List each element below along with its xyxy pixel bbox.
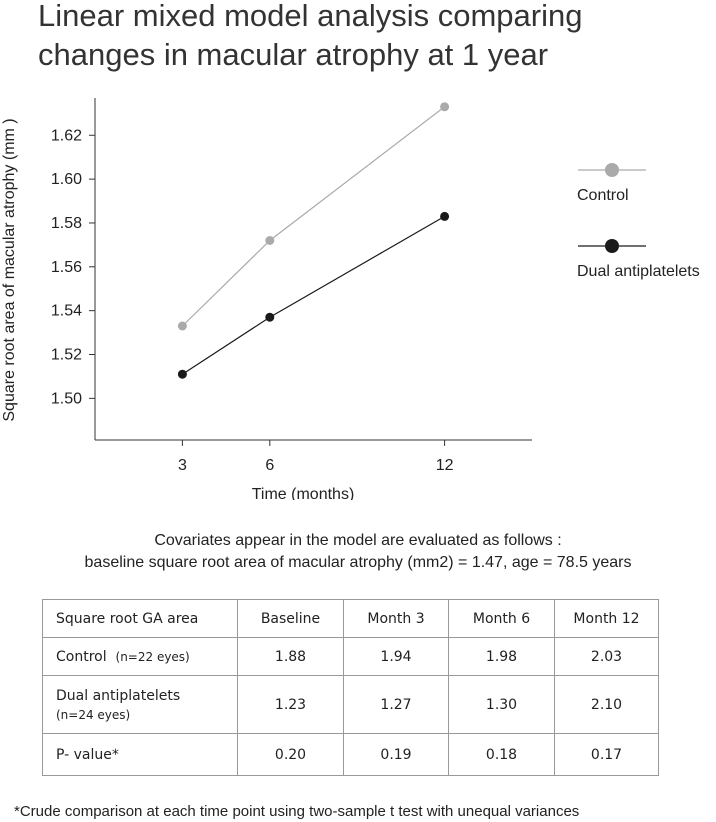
data-point: [177, 321, 187, 331]
legend: Control Dual antiplatelets: [577, 163, 700, 280]
data-point: [265, 236, 275, 245]
table-row: Dual antiplatelets (n=24 eyes) 1.23 1.27 …: [42, 675, 659, 734]
legend-marker: [605, 239, 619, 253]
series-group: [177, 102, 450, 379]
legend-marker: [605, 163, 619, 177]
y-tick-label: 1.52: [51, 347, 82, 364]
data-point: [440, 211, 450, 221]
row-label: Dual antiplatelets (n=24 eyes): [42, 675, 238, 734]
row-label-sub: (n=24 eyes): [56, 707, 131, 722]
chart-axes: [94, 98, 532, 441]
table-header: Month 3: [343, 599, 449, 638]
summary-table: Square root GA area Baseline Month 3 Mon…: [42, 599, 659, 776]
row-label: P- value*: [42, 733, 238, 776]
table-row: P- value* 0.20 0.19 0.18 0.17: [42, 733, 659, 776]
y-ticks: 1.50 1.52 1.54 1.56 1.58 1.60 1.62: [51, 127, 95, 407]
x-tick-label: 6: [265, 457, 274, 474]
y-tick-label: 1.62: [51, 127, 82, 144]
table-cell: 2.10: [554, 675, 659, 734]
table-header-row: Square root GA area Baseline Month 3 Mon…: [42, 599, 659, 638]
y-tick-label: 1.54: [51, 303, 82, 320]
y-tick-label: 1.58: [51, 215, 82, 232]
table-row: Control (n=22 eyes) 1.88 1.94 1.98 2.03: [42, 637, 659, 676]
y-axis-label: Square root area of macular atrophy (mm …: [1, 118, 18, 421]
table-cell: 1.94: [343, 637, 449, 676]
table-cell: 1.27: [343, 675, 449, 734]
legend-label: Dual antiplatelets: [577, 263, 700, 280]
table-cell: 0.17: [554, 733, 659, 776]
data-point: [440, 102, 450, 112]
table-header: Month 6: [448, 599, 555, 638]
table-cell: 1.23: [237, 675, 344, 734]
series-line: [181, 106, 445, 327]
covariates-line-1: Covariates appear in the model are evalu…: [154, 532, 562, 549]
row-label-sub: (n=22 eyes): [115, 649, 190, 664]
covariates-line-2: baseline square root area of macular atr…: [84, 554, 632, 571]
table-cell: 0.18: [448, 733, 555, 776]
x-ticks: 3 6 12: [178, 440, 454, 474]
legend-label: Control: [577, 187, 629, 204]
series-line: [182, 215, 445, 375]
table-cell: 0.20: [237, 733, 344, 776]
table-header: Square root GA area: [42, 599, 238, 638]
data-point: [265, 312, 275, 322]
y-tick-label: 1.56: [51, 259, 82, 276]
line-chart: 1.50 1.52 1.54 1.56 1.58 1.60 1.62 3 6 12 Square…: [1, 98, 700, 500]
table-cell: 1.30: [448, 675, 555, 734]
x-tick-label: 3: [178, 457, 187, 474]
data-point: [177, 369, 187, 379]
row-label-main: Control: [56, 648, 107, 665]
table-header: Baseline: [237, 599, 344, 638]
row-label: Control (n=22 eyes): [42, 637, 238, 676]
chart-title: Linear mixed model analysis comparing ch…: [38, 0, 583, 72]
x-axis-label: Time (months): [252, 486, 355, 500]
x-tick-label: 12: [436, 457, 454, 474]
y-tick-label: 1.50: [51, 390, 82, 407]
table-cell: 2.03: [554, 637, 659, 676]
table-cell: 1.98: [448, 637, 555, 676]
footnote: *Crude comparison at each time point usi…: [14, 803, 580, 820]
row-label-main: Dual antiplatelets: [56, 687, 181, 704]
table-header: Month 12: [554, 599, 659, 638]
table-cell: 1.88: [237, 637, 344, 676]
table-cell: 0.19: [343, 733, 449, 776]
y-tick-label: 1.60: [51, 171, 82, 188]
